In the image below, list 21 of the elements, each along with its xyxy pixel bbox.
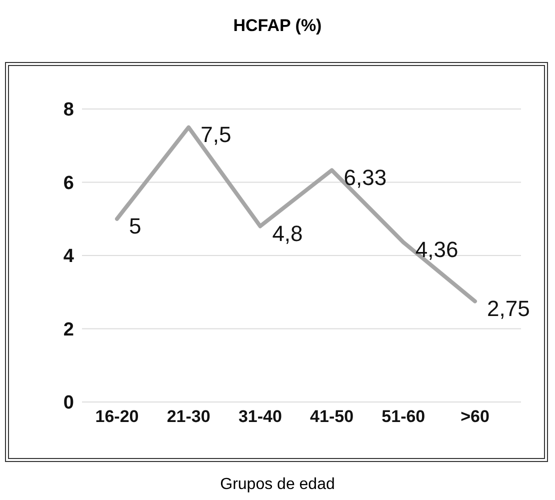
y-tick-label: 2 (63, 319, 74, 340)
y-tick-label: 4 (63, 246, 74, 268)
data-label: 4,36 (415, 237, 458, 262)
data-label: 7,5 (200, 122, 232, 148)
data-label: 5 (129, 214, 142, 239)
x-tick-label: 21-30 (166, 407, 210, 426)
x-tick-label: 31-40 (238, 407, 282, 426)
data-label: 6,33 (344, 164, 387, 190)
x-tick-label: >60 (460, 407, 490, 426)
chart-frame: 16-20 21-30 31-40 41-50 51-60 >60 0 2 4 6 8 5 7,5 4,8 6,33 4,36 2,75 (5, 62, 548, 462)
chart-title: HCFAP (%) (232, 16, 323, 36)
y-tick-label: 8 (63, 100, 74, 121)
x-axis-title: Grupos de edad (219, 476, 336, 494)
y-tick-label: 0 (63, 392, 74, 414)
data-label: 2,75 (487, 296, 530, 322)
x-tick-label: 41-50 (310, 407, 354, 426)
y-tick-label: 6 (63, 172, 74, 194)
x-tick-label: 51-60 (382, 407, 426, 426)
data-label: 4,8 (272, 221, 303, 246)
x-tick-label: 16-20 (95, 407, 139, 426)
line-series (115, 125, 477, 304)
